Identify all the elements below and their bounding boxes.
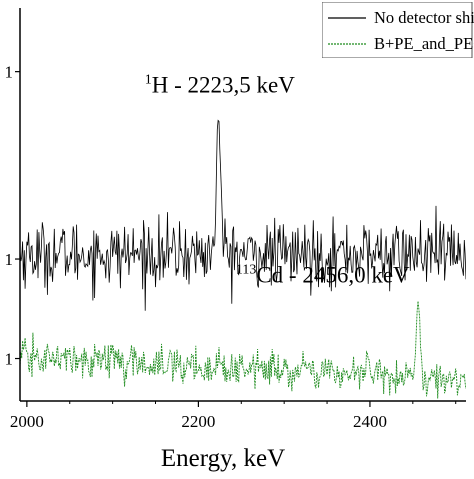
y-tick-label: 1 [5,63,14,82]
peak-annotation-1: 1H - 2223,5 keV [145,73,295,98]
annotation-superscript: 1 [145,73,152,88]
x-tick-label: 2000 [10,412,44,431]
annotation-text: Cd - 2456,0 keV [256,262,410,287]
series-line-1 [20,119,466,311]
axes-layer [15,8,466,407]
legend-label-1: No detector shielding (beam on) [374,8,474,27]
x-axis-label: Energy, keV [161,445,285,472]
legend: No detector shielding (beam on) B+PE_and_… [322,2,474,58]
x-tick-label: 2200 [181,412,215,431]
annotation-text: H - 2223,5 keV [152,73,295,98]
legend-box [322,2,473,58]
series-layer [20,119,466,399]
x-tick-label: 2400 [353,412,387,431]
y-tick-label: 1 [5,250,14,269]
peak-annotation-2: 113Cd - 2456,0 keV [236,262,410,287]
legend-label-2: B+PE_and_PE+Cd_neutron_colli [374,34,474,53]
annotation-superscript: 113 [236,262,256,277]
series-line-2 [20,301,466,399]
y-tick-label: 1 [5,350,14,369]
